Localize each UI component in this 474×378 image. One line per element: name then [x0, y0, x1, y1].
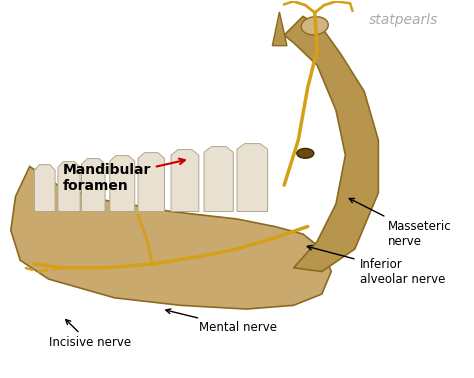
Polygon shape	[273, 12, 287, 46]
Polygon shape	[138, 153, 164, 212]
Ellipse shape	[301, 17, 328, 35]
Text: Mandibular
foramen: Mandibular foramen	[63, 159, 185, 193]
Polygon shape	[58, 162, 80, 212]
Polygon shape	[11, 166, 331, 309]
Polygon shape	[171, 150, 199, 212]
Ellipse shape	[297, 149, 314, 158]
Polygon shape	[204, 147, 233, 212]
Polygon shape	[110, 156, 135, 212]
Text: Masseteric
nerve: Masseteric nerve	[349, 198, 451, 248]
Polygon shape	[35, 164, 55, 212]
Text: Inferior
alveolar nerve: Inferior alveolar nerve	[307, 245, 445, 285]
Polygon shape	[237, 144, 268, 212]
Text: Mental nerve: Mental nerve	[166, 309, 277, 334]
Polygon shape	[284, 16, 378, 271]
Text: statpearls: statpearls	[369, 12, 438, 26]
Polygon shape	[82, 159, 105, 212]
Text: Incisive nerve: Incisive nerve	[48, 319, 131, 349]
